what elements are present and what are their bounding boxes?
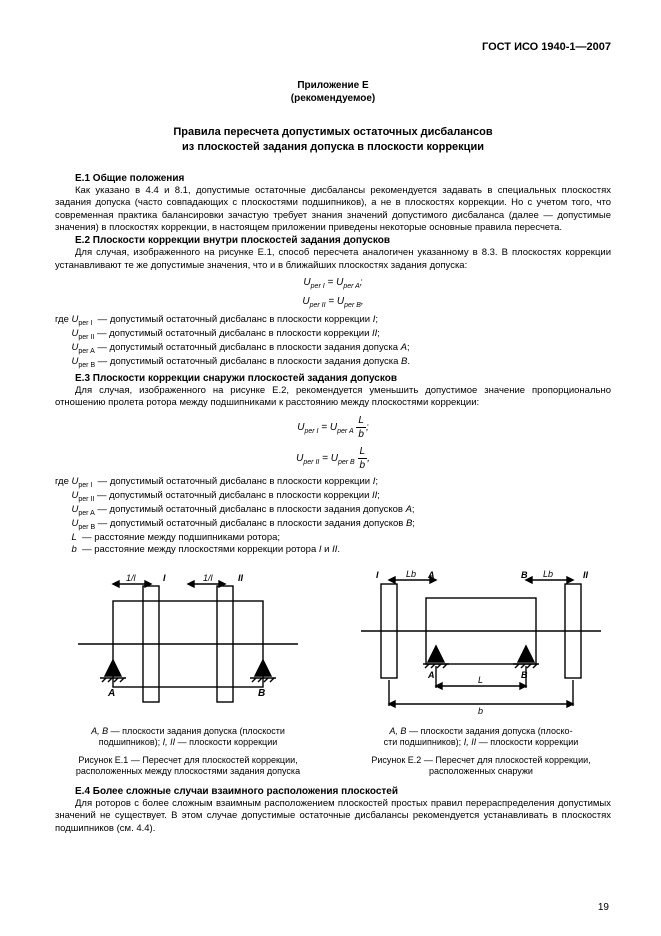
- figure-e1: 1/l I 1/l II A B A, B — плоскости задани…: [55, 566, 321, 777]
- document-id: ГОСТ ИСО 1940-1—2007: [55, 40, 611, 54]
- annex-subtitle: (рекомендуемое): [55, 92, 611, 105]
- formula-3: Uper I = Uper A Lb;: [55, 414, 611, 441]
- section-e1-head: Е.1 Общие положения: [55, 172, 611, 185]
- section-e2-para: Для случая, изображенного на рисунке Е.1…: [55, 247, 611, 272]
- defs-block-2: где Uper I — допустимый остаточный дисба…: [55, 476, 611, 557]
- defs-block-1: где Uper I — допустимый остаточный дисба…: [55, 314, 611, 370]
- svg-text:b: b: [478, 706, 483, 716]
- figure-e1-note: A, B — плоскости задания допуска (плоско…: [55, 726, 321, 749]
- title-line-1: Правила пересчета допустимых остаточных …: [173, 126, 492, 138]
- svg-text:Lb: Lb: [406, 569, 416, 579]
- section-e3-head: Е.3 Плоскости коррекции снаружи плоскост…: [55, 372, 611, 385]
- defs-pre: где: [55, 314, 72, 325]
- section-e1-para: Как указано в 4.4 и 8.1, допустимые оста…: [55, 185, 611, 234]
- figure-e1-svg: 1/l I 1/l II A B: [68, 566, 308, 716]
- svg-text:A: A: [427, 570, 435, 580]
- figure-e2: I Lb A B Lb II A B L b A, B — плоскости …: [351, 566, 611, 777]
- annex-title: Приложение Е: [55, 79, 611, 92]
- formula-4: Uper II = Uper B Lb,: [55, 445, 611, 472]
- svg-text:L: L: [478, 675, 483, 685]
- section-e4-head: Е.4 Более сложные случаи взаимного распо…: [55, 785, 611, 798]
- figure-e2-note: A, B — плоскости задания допуска (плоско…: [351, 726, 611, 749]
- section-e3-para: Для случая, изображенного на рисунке Е.2…: [55, 385, 611, 410]
- formula-2: Uper II = Uper B,: [55, 295, 611, 310]
- document-page: ГОСТ ИСО 1940-1—2007 Приложение Е (реком…: [0, 0, 661, 936]
- svg-text:Lb: Lb: [543, 569, 553, 579]
- svg-text:B: B: [521, 570, 528, 580]
- figure-e1-caption: Рисунок Е.1 — Пересчет для плоскостей ко…: [55, 755, 321, 778]
- svg-text:A: A: [107, 688, 115, 699]
- svg-text:I: I: [163, 573, 166, 583]
- formula-1: Uper I = Uper A;: [55, 276, 611, 291]
- figure-e2-caption: Рисунок Е.2 — Пересчет для плоскостей ко…: [351, 755, 611, 778]
- title-line-2: из плоскостей задания допуска в плоскост…: [182, 141, 484, 153]
- page-number: 19: [598, 901, 609, 914]
- section-e4-para: Для роторов с более сложным взаимным рас…: [55, 798, 611, 835]
- svg-text:1/l: 1/l: [203, 573, 214, 583]
- figures-row: 1/l I 1/l II A B A, B — плоскости задани…: [55, 566, 611, 777]
- main-title: Правила пересчета допустимых остаточных …: [55, 125, 611, 154]
- figure-e2-svg: I Lb A B Lb II A B L b: [351, 566, 611, 716]
- svg-text:B: B: [521, 670, 528, 680]
- svg-text:I: I: [376, 570, 379, 580]
- svg-text:II: II: [238, 573, 244, 583]
- svg-text:B: B: [258, 688, 265, 699]
- svg-text:A: A: [427, 670, 435, 680]
- svg-text:1/l: 1/l: [126, 573, 137, 583]
- section-e2-head: Е.2 Плоскости коррекции внутри плоскосте…: [55, 234, 611, 247]
- svg-text:II: II: [583, 570, 589, 580]
